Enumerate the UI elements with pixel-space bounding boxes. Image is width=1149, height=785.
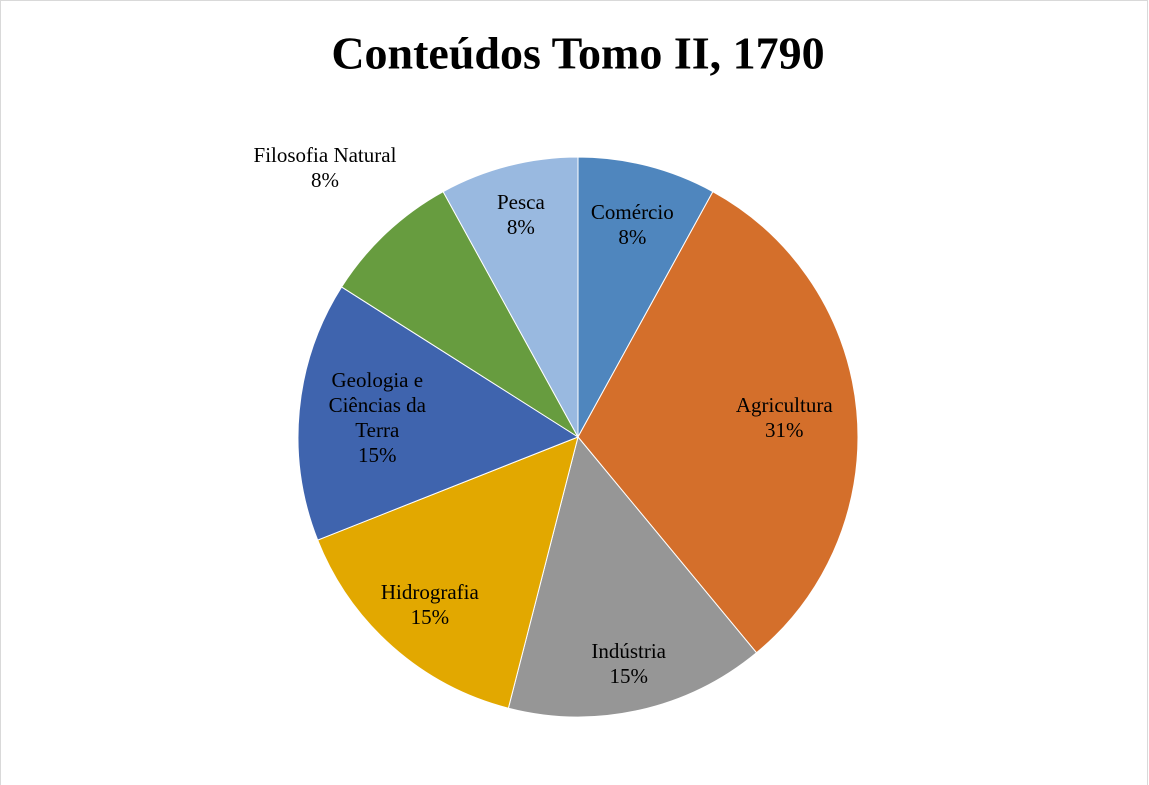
data-label: Geologia e Ciências da Terra 15% xyxy=(307,368,447,468)
category-label: Geologia e Ciências da Terra xyxy=(328,368,426,443)
data-label: Pesca 8% xyxy=(451,190,591,240)
pie-slice xyxy=(297,286,580,541)
category-label: Hidrografia xyxy=(380,580,479,605)
category-label: Filosofia Natural xyxy=(253,142,397,167)
value-label: 15% xyxy=(410,605,450,630)
value-label: 8% xyxy=(618,225,647,250)
data-label: Indústria 15% xyxy=(559,639,699,689)
value-label: 15% xyxy=(609,663,648,688)
pie-slice xyxy=(507,435,758,718)
pie-slice xyxy=(340,190,579,438)
data-label: Filosofia Natural 8% xyxy=(215,143,435,193)
pie-slice xyxy=(442,156,579,438)
chart-title: Conteúdos Tomo II, 1790 xyxy=(331,28,824,79)
value-label: 8% xyxy=(506,214,535,239)
data-label: Agricultura 31% xyxy=(714,393,854,443)
data-label: Hidrografia 15% xyxy=(360,580,500,630)
value-label: 15% xyxy=(358,443,397,468)
category-label: Pesca xyxy=(496,189,545,214)
pie-slice xyxy=(577,156,714,438)
value-label: 31% xyxy=(765,417,804,442)
category-label: Comércio xyxy=(590,200,674,225)
category-label: Agricultura xyxy=(735,392,833,417)
category-label: Indústria xyxy=(591,638,667,663)
data-label: Comércio 8% xyxy=(562,200,702,250)
pie-slice xyxy=(577,190,859,654)
value-label: 8% xyxy=(310,167,339,192)
pie-slice xyxy=(317,436,579,709)
